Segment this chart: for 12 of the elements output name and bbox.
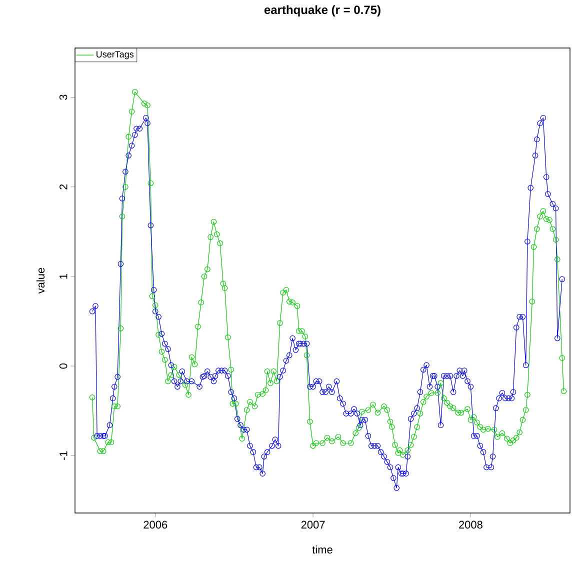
y-axis-title: value: [36, 268, 45, 294]
legend-label: UserTags: [96, 51, 134, 60]
y-tick-label: 3: [59, 94, 68, 100]
x-tick-label: 2006: [144, 520, 168, 529]
y-tick-label: 1: [60, 274, 68, 279]
x-tick-label: 2008: [459, 520, 482, 529]
y-tick-label: 0: [59, 363, 68, 369]
chart-title: earthquake (r = 0.75): [264, 5, 380, 16]
y-tick-label: -1: [60, 451, 68, 460]
y-tick-label: 2: [60, 184, 68, 190]
x-axis-title: time: [312, 545, 332, 554]
x-tick-label: 2007: [301, 520, 325, 529]
